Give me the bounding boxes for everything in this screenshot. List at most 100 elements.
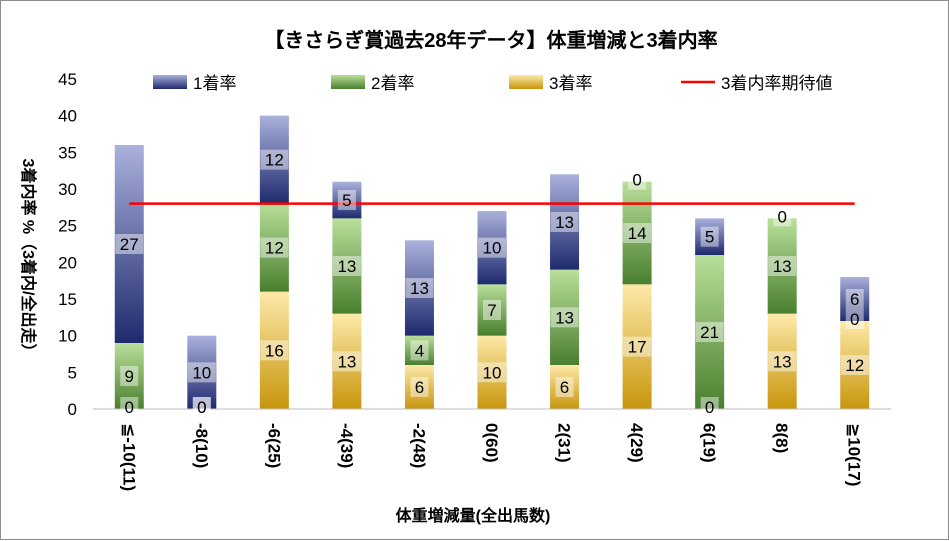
- data-label-first-4: 13: [410, 279, 429, 298]
- y-tick-label: 10: [58, 327, 77, 346]
- bar-first-0: [114, 145, 144, 343]
- data-label-second-10: 0: [850, 310, 859, 329]
- data-label-third-4: 6: [415, 378, 424, 397]
- y-tick-label: 15: [58, 290, 77, 309]
- bar-second-4: [404, 335, 434, 365]
- legend-label-1st: 1着率: [193, 74, 236, 93]
- data-label-bg: [332, 256, 361, 276]
- legend: 1着率 2着率 3着率 3着内率期待値: [153, 74, 832, 93]
- bar-second-3: [332, 218, 362, 314]
- bar-third-3: [332, 313, 362, 409]
- bar-third-10: [840, 321, 870, 409]
- data-label-bg: [845, 289, 864, 309]
- bar-second-6: [550, 269, 580, 365]
- data-label-bg: [120, 397, 139, 417]
- chart-title: 【きさらぎ賞過去28年データ】体重増減と3着内率: [264, 28, 717, 52]
- y-axis: 0 5 10 15 20 25 30 35 40 45: [58, 70, 77, 419]
- y-tick-label: 0: [68, 400, 77, 419]
- y-tick-label: 40: [58, 107, 77, 126]
- bar-third-6: [550, 365, 580, 409]
- x-tick-label: -8(10): [192, 423, 211, 468]
- bar-second-8: [695, 255, 725, 409]
- data-label-bg: [623, 336, 652, 357]
- x-tick-label: -4(39): [337, 423, 356, 468]
- bar-third-2: [259, 291, 289, 409]
- data-label-second-3: 13: [337, 257, 356, 276]
- legend-label-2nd: 2着率: [371, 74, 414, 93]
- bar-second-9: [767, 218, 797, 314]
- bar-first-1: [187, 335, 217, 409]
- bar-second-2: [259, 203, 289, 292]
- data-label-bg: [478, 237, 506, 258]
- y-tick-label: 5: [68, 363, 77, 382]
- data-label-bg: [768, 256, 797, 276]
- x-axis-label: 体重増減量(全出馬数): [396, 506, 551, 525]
- bar-first-10: [840, 277, 870, 321]
- legend-swatch-3rd: [509, 75, 543, 89]
- data-label-second-7: 14: [628, 224, 647, 243]
- data-label-first-0: 27: [120, 235, 139, 254]
- data-label-first-6: 13: [555, 213, 574, 232]
- bar-first-3: [332, 181, 362, 219]
- data-label-bg: [628, 169, 647, 190]
- data-label-first-2: 12: [265, 151, 284, 170]
- data-label-bg: [623, 223, 652, 243]
- x-tick-label: 0(60): [482, 423, 501, 463]
- data-label-bg: [332, 351, 361, 372]
- bar-first-6: [550, 174, 580, 270]
- data-label-second-4: 4: [415, 341, 424, 360]
- data-label-bg: [192, 397, 211, 417]
- legend-swatch-1st: [153, 75, 187, 89]
- y-tick-label: 20: [58, 253, 77, 272]
- data-label-bg: [260, 340, 289, 361]
- data-label-first-3: 5: [342, 191, 351, 210]
- data-label-first-8: 5: [705, 228, 714, 247]
- data-label-third-10: 12: [845, 356, 864, 375]
- data-label-bg: [337, 190, 356, 210]
- data-label-bg: [120, 366, 139, 386]
- y-tick-label: 25: [58, 217, 77, 236]
- data-label-third-1: 0: [197, 398, 206, 417]
- x-tick-label: ≦-10(11): [119, 423, 138, 491]
- data-label-bg: [700, 226, 719, 247]
- data-label-third-2: 16: [265, 341, 284, 360]
- data-label-bg: [840, 355, 869, 375]
- legend-label-3rd: 3着率: [549, 74, 592, 93]
- data-label-third-7: 17: [628, 338, 647, 357]
- data-label-second-0: 9: [125, 367, 134, 386]
- bar-third-4: [404, 365, 434, 409]
- data-label-third-0: 0: [125, 398, 134, 417]
- data-label-first-5: 10: [483, 239, 502, 258]
- x-tick-label: -2(48): [409, 423, 428, 468]
- data-label-bg: [555, 377, 574, 397]
- data-label-bg: [768, 351, 797, 372]
- bar-first-2: [259, 115, 289, 204]
- data-label-bg: [550, 212, 579, 232]
- bar-first-5: [477, 211, 507, 285]
- x-tick-label: 4(29): [627, 423, 646, 463]
- legend-label-expected: 3着内率期待値: [721, 74, 832, 93]
- data-label-first-10: 6: [850, 290, 859, 309]
- data-label-third-5: 10: [483, 363, 502, 382]
- x-tick-label: ≧10(17): [845, 423, 864, 486]
- data-label-bg: [845, 309, 864, 329]
- bar-second-7: [622, 181, 652, 285]
- bar-first-4: [404, 240, 434, 336]
- data-label-bg: [115, 234, 144, 254]
- bar-third-7: [622, 284, 652, 409]
- data-label-third-9: 13: [773, 352, 792, 371]
- data-label-bg: [260, 149, 289, 170]
- bars: [114, 115, 870, 409]
- x-axis: ≦-10(11) -8(10) -6(25) -4(39) -2(48) 0(60) 2(3…: [119, 423, 863, 491]
- data-label-third-6: 6: [560, 378, 569, 397]
- bar-first-8: [695, 218, 725, 255]
- data-label-bg: [187, 362, 216, 383]
- data-label-second-1: 0: [197, 398, 206, 417]
- x-tick-label: 6(19): [700, 423, 719, 463]
- data-label-second-9: 13: [773, 257, 792, 276]
- y-tick-label: 45: [58, 70, 77, 89]
- data-label-bg: [260, 237, 289, 258]
- data-label-first-1: 10: [192, 363, 211, 382]
